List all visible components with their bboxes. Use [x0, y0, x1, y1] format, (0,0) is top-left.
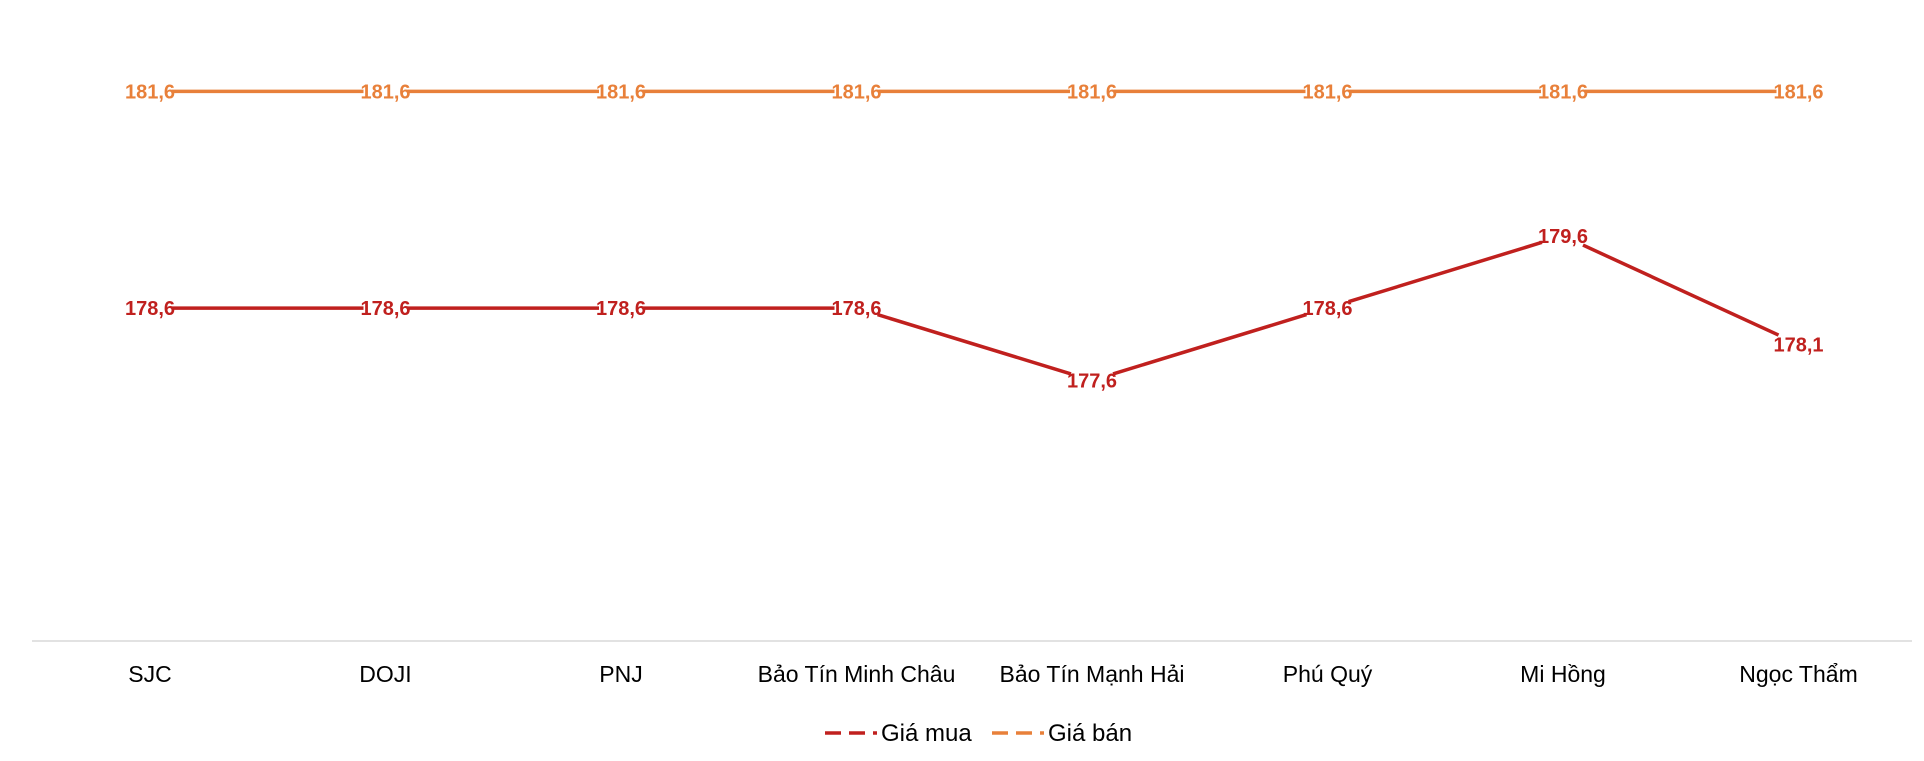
series-gia-mua — [172, 240, 1780, 376]
data-label: 181,6 — [596, 81, 646, 103]
legend: Giá mua Giá bán — [825, 720, 1132, 747]
series-0-segment-6 — [1582, 243, 1780, 337]
data-label: 181,6 — [831, 81, 881, 103]
legend-item-gia-ban: Giá bán — [992, 720, 1132, 747]
category-label: SJC — [128, 661, 171, 687]
legend-label: Giá bán — [1048, 720, 1132, 747]
data-label: 181,6 — [1773, 81, 1823, 103]
data-label: 181,6 — [1302, 81, 1352, 103]
category-label: Mi Hồng — [1520, 661, 1606, 687]
data-label-layer: 178,6 178,6 178,6 178,6 177,6 178,6 179,6 178,1… — [125, 81, 1824, 392]
data-label: 179,6 — [1538, 226, 1588, 248]
series-0-segment-5 — [1348, 240, 1543, 304]
category-label: Phú Quý — [1283, 661, 1373, 687]
data-label: 181,6 — [1538, 81, 1588, 103]
category-label: Bảo Tín Minh Châu — [758, 661, 956, 687]
data-label: 181,6 — [125, 81, 175, 103]
legend-item-gia-mua: Giá mua — [825, 720, 972, 747]
series-0-segment-4 — [1112, 312, 1307, 376]
category-label: DOJI — [359, 661, 411, 687]
data-label: 178,6 — [125, 298, 175, 320]
series-0-segment-3 — [877, 312, 1072, 376]
category-label: Ngọc Thẩm — [1739, 661, 1857, 687]
data-label: 177,6 — [1067, 370, 1117, 392]
data-label: 178,6 — [360, 298, 410, 320]
data-label: 181,6 — [360, 81, 410, 103]
category-axis: SJC DOJI PNJ Bảo Tín Minh Châu Bảo Tín Mạnh … — [128, 661, 1857, 687]
data-label: 178,1 — [1773, 334, 1823, 356]
series-layer — [172, 89, 1780, 376]
category-label: PNJ — [599, 661, 642, 687]
data-label: 181,6 — [1067, 81, 1117, 103]
data-label: 178,6 — [831, 298, 881, 320]
legend-label: Giá mua — [881, 720, 972, 747]
data-label: 178,6 — [596, 298, 646, 320]
category-label: Bảo Tín Mạnh Hải — [1000, 661, 1185, 687]
data-label: 178,6 — [1302, 298, 1352, 320]
